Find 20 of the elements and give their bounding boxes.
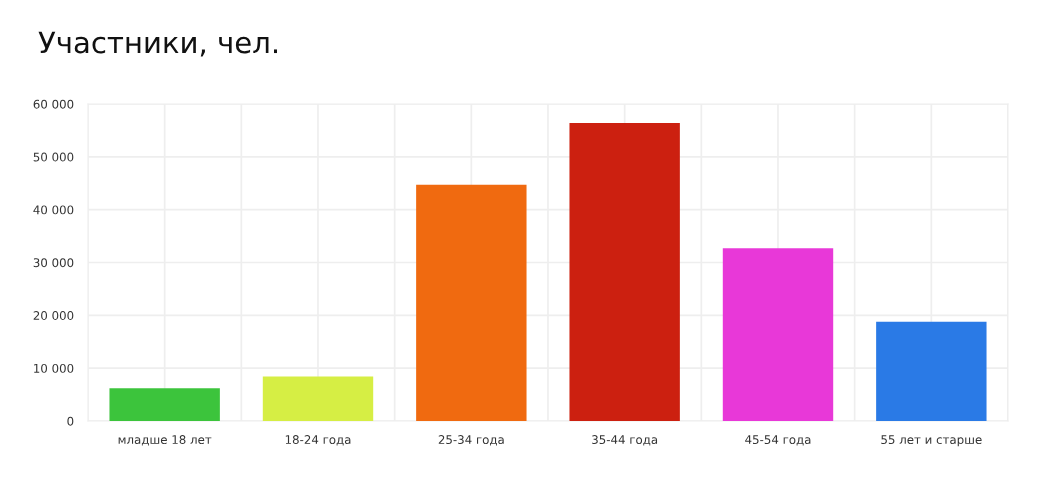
y-tick-label: 0 bbox=[67, 416, 74, 426]
x-tick-label: 55 лет и старше bbox=[881, 435, 982, 447]
x-tick-label: 35-44 года bbox=[592, 435, 658, 446]
y-tick-label: 30 000 bbox=[33, 258, 74, 268]
y-tick-label: 40 000 bbox=[33, 205, 74, 215]
y-tick-label: 10 000 bbox=[34, 363, 74, 373]
bar bbox=[109, 388, 220, 421]
bar bbox=[876, 321, 987, 421]
bar bbox=[262, 376, 374, 421]
bar bbox=[722, 248, 834, 421]
y-tick-label: 60 000 bbox=[33, 99, 74, 109]
y-tick-label: 20 000 bbox=[33, 311, 74, 320]
x-tick-label: 45-54 года bbox=[745, 435, 811, 446]
x-tick-label: младше 18 лет bbox=[118, 435, 212, 446]
x-tick-label: 25-34 года bbox=[438, 435, 504, 446]
y-tick-label: 50 000 bbox=[33, 152, 74, 162]
bar bbox=[569, 123, 680, 421]
chart-title: Участники, чел. bbox=[38, 31, 277, 57]
bar bbox=[416, 184, 527, 421]
x-tick-label: 18-24 года bbox=[285, 435, 351, 446]
